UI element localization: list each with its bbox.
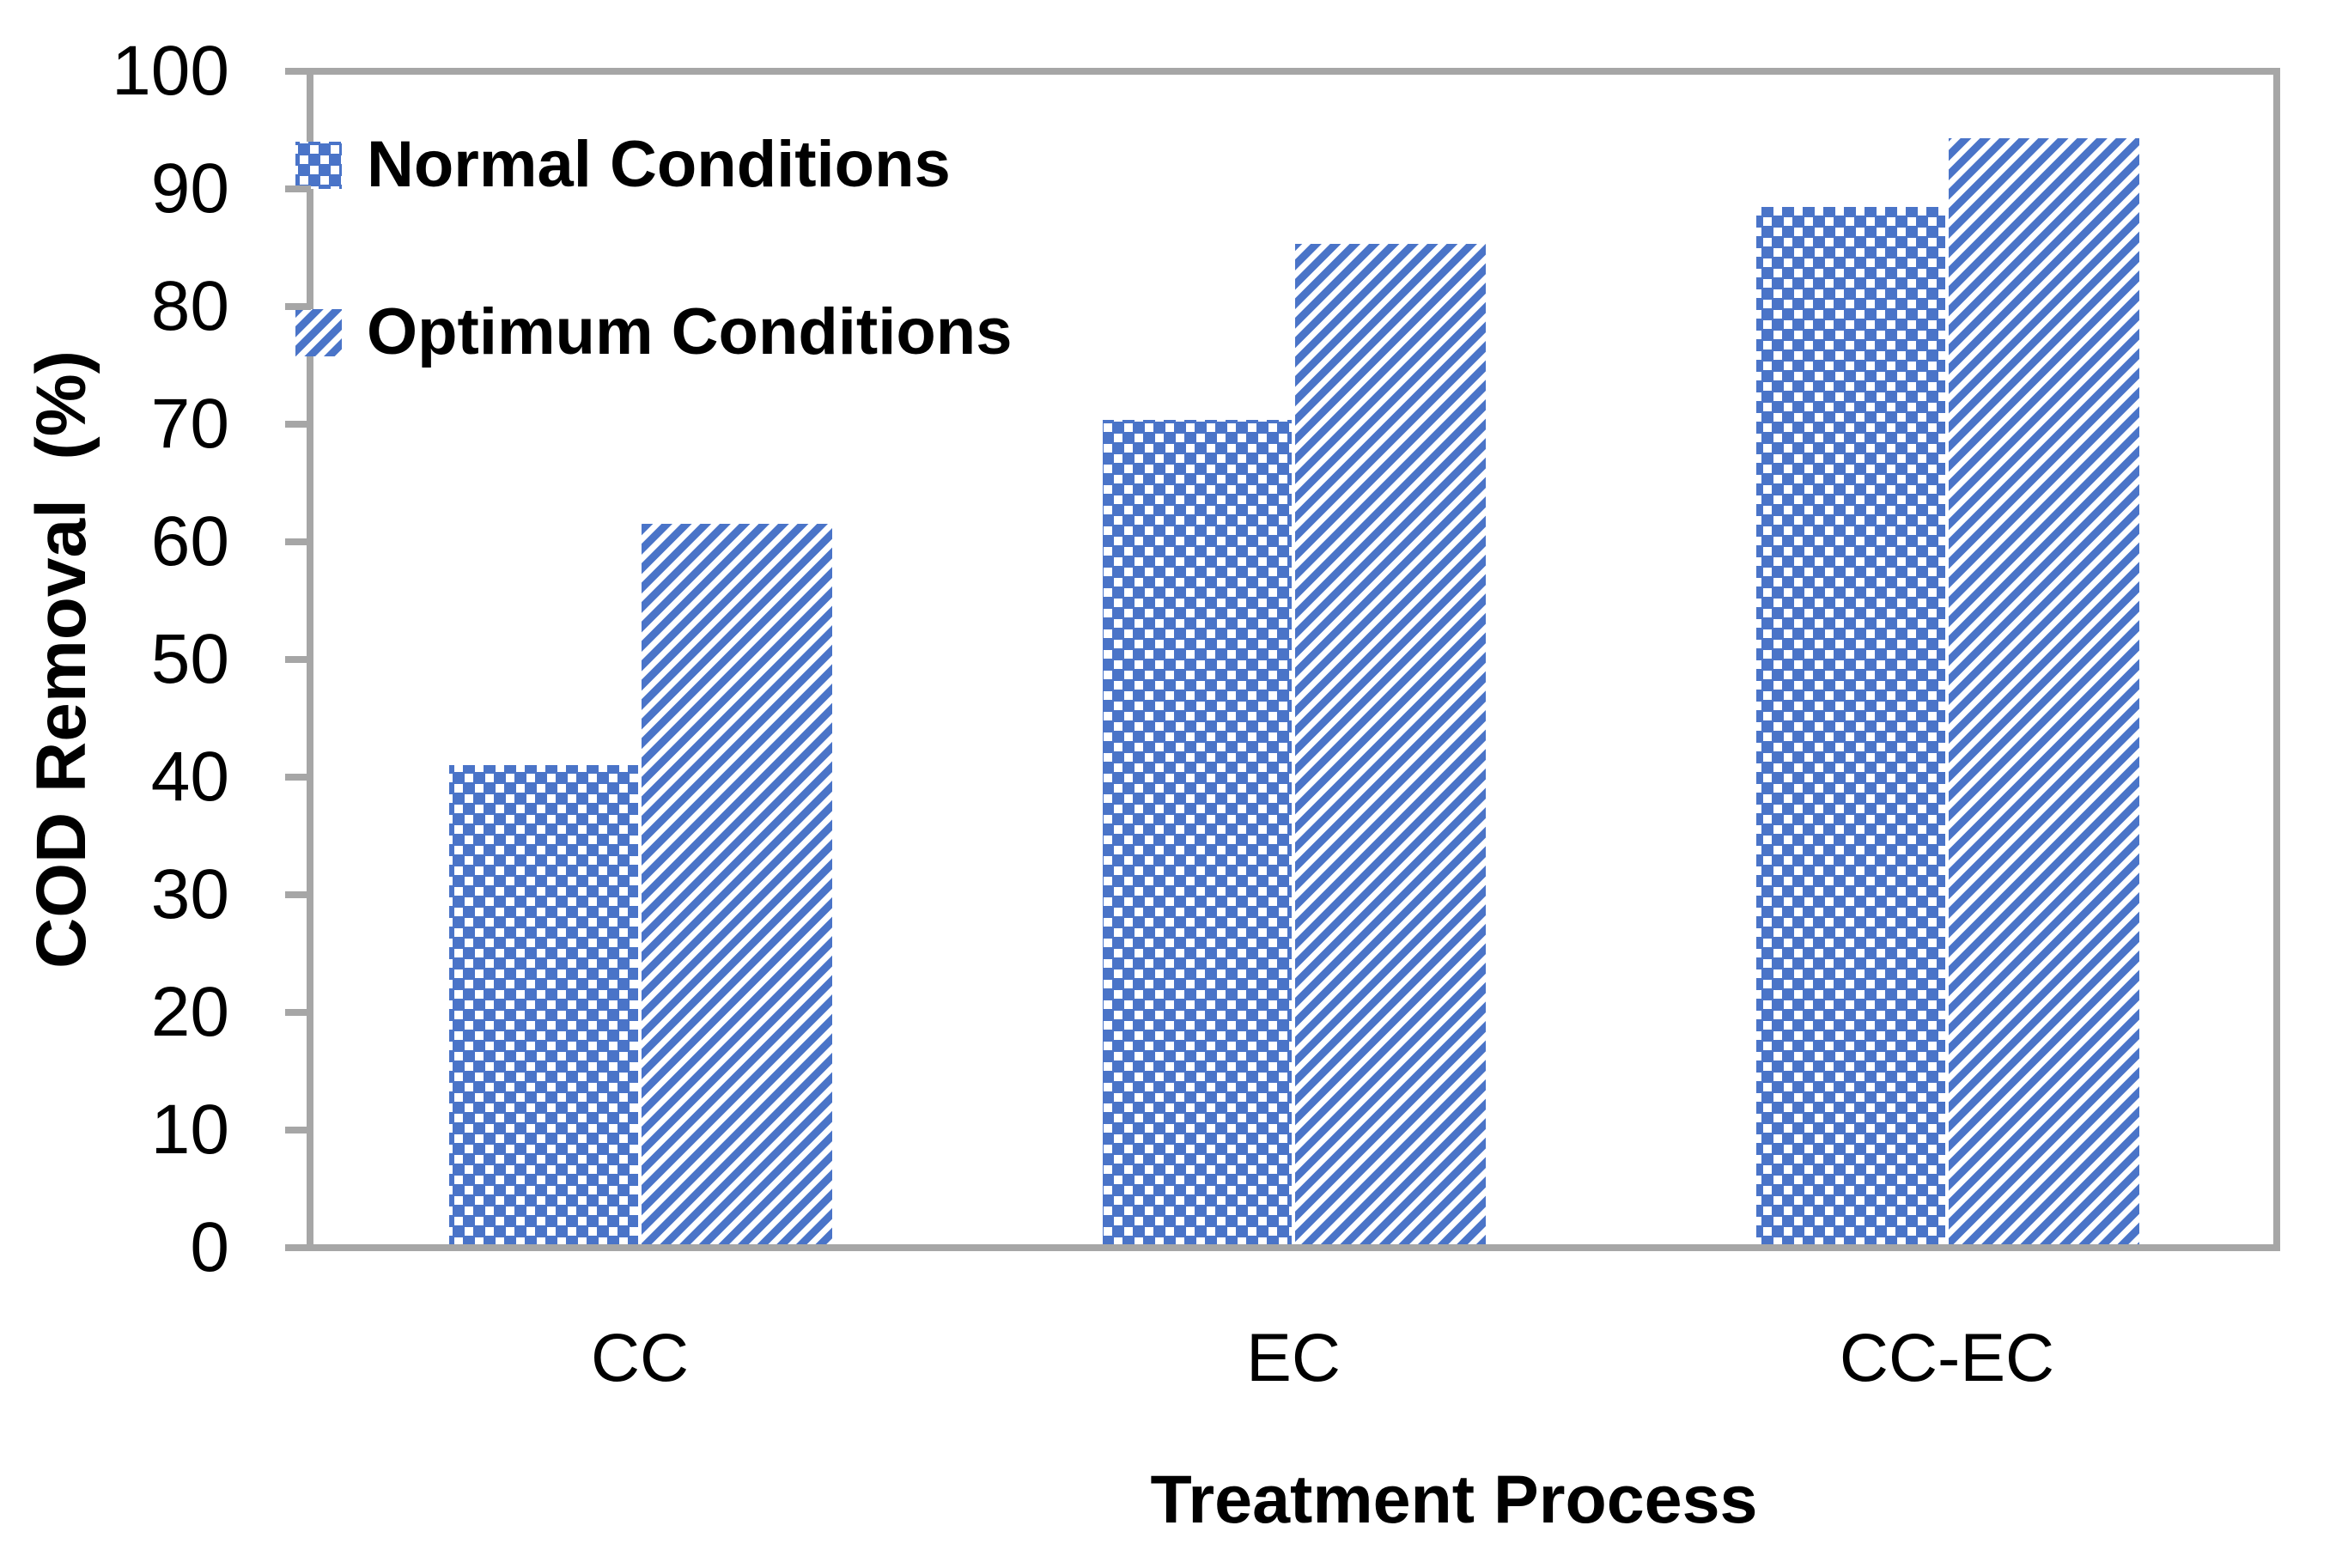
x-axis-title: Treatment Process [1150, 1461, 1758, 1537]
y-tick-label-70: 70 [150, 385, 229, 463]
y-tick-label-20: 20 [150, 973, 229, 1051]
x-category-label-ec: EC [1246, 1319, 1341, 1395]
x-category-label-cc: CC [590, 1319, 690, 1395]
y-tick-mark-0 [285, 1244, 311, 1251]
legend-label-normal-conditions: Normal Conditions [367, 128, 951, 201]
y-tick-mark-10 [285, 1127, 311, 1133]
legend-label-optimum-conditions: Optimum Conditions [367, 295, 1013, 368]
y-tick-mark-80 [285, 303, 311, 310]
y-tick-label-100: 100 [112, 32, 229, 110]
y-tick-mark-90 [285, 185, 311, 192]
y-tick-mark-40 [285, 774, 311, 781]
plot-area [307, 68, 2280, 1251]
y-tick-label-30: 30 [150, 855, 229, 933]
y-tick-mark-100 [285, 68, 311, 75]
y-tick-mark-30 [285, 891, 311, 898]
y-tick-label-40: 40 [150, 738, 229, 816]
y-tick-label-90: 90 [150, 149, 229, 228]
y-tick-mark-20 [285, 1009, 311, 1016]
y-tick-label-10: 10 [150, 1091, 229, 1169]
y-tick-label-80: 80 [150, 267, 229, 345]
y-tick-mark-60 [285, 538, 311, 545]
x-category-label-cc-ec: CC-EC [1839, 1319, 2055, 1395]
y-tick-mark-50 [285, 656, 311, 663]
y-tick-mark-70 [285, 421, 311, 428]
y-tick-label-0: 0 [190, 1208, 229, 1286]
y-tick-label-60: 60 [150, 502, 229, 580]
y-tick-label-50: 50 [150, 620, 229, 698]
